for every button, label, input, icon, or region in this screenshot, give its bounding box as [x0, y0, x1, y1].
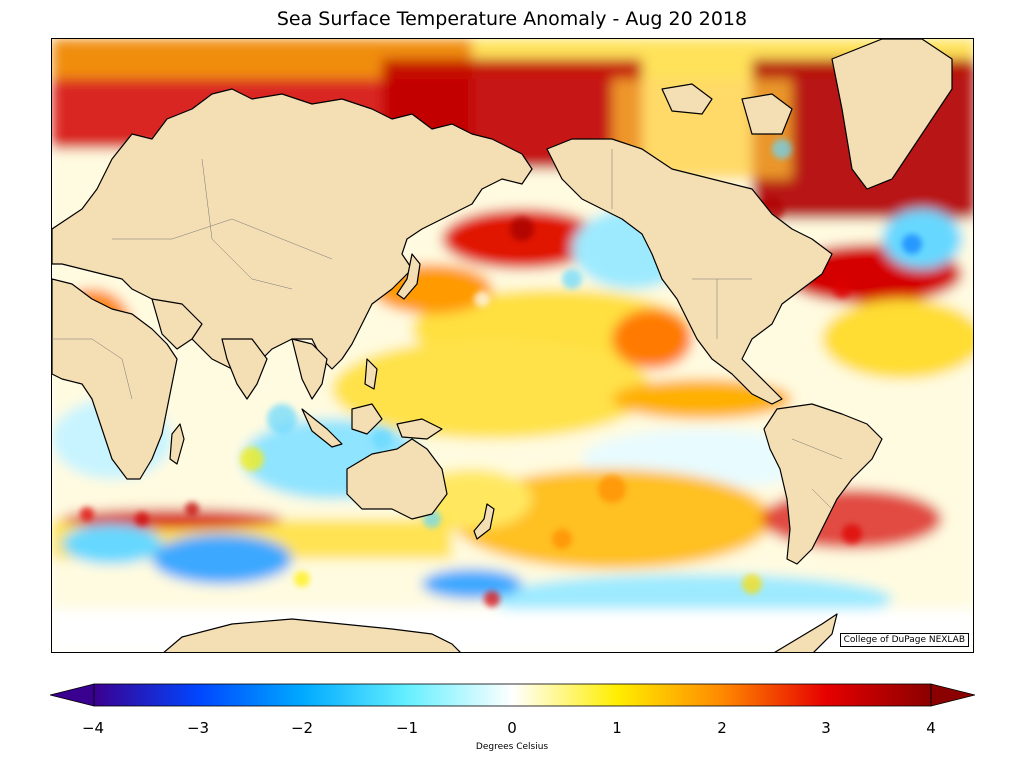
- colorbar: [50, 683, 975, 707]
- australia: [346, 438, 448, 520]
- india: [221, 338, 268, 400]
- colorbar-tick-label: 2: [717, 719, 727, 737]
- philippines: [364, 358, 378, 390]
- map-canvas: [52, 39, 973, 652]
- colorbar-tick-label: −1: [395, 719, 419, 737]
- japan: [396, 253, 421, 300]
- colorbar-label: Degrees Celsius: [475, 742, 549, 752]
- colorbar-tick-label: 4: [926, 719, 936, 737]
- antarctica: [163, 618, 461, 652]
- credit-label: College of DuPage NEXLAB: [839, 633, 969, 647]
- map-title: Sea Surface Temperature Anomaly - Aug 20…: [276, 8, 748, 30]
- greenland: [831, 39, 953, 190]
- madagascar: [169, 423, 185, 465]
- north-america: [546, 138, 833, 405]
- arabia: [151, 298, 203, 350]
- africa: [52, 278, 178, 480]
- land-masses: [52, 39, 953, 652]
- new-guinea: [396, 418, 443, 440]
- colorbar-tick-label: 3: [821, 719, 831, 737]
- colorbar-tick-label: 1: [612, 719, 622, 737]
- colorbar-gradient: [93, 683, 932, 707]
- colorbar-tick-label: −2: [290, 719, 314, 737]
- south-america: [763, 403, 883, 565]
- borneo: [351, 403, 383, 435]
- baffin: [741, 93, 793, 135]
- colorbar-tick-label: −4: [81, 719, 105, 737]
- canadian-islands: [661, 83, 713, 115]
- colorbar-max-extend: [930, 683, 975, 707]
- colorbar-tick-label: 0: [507, 719, 517, 737]
- indochina: [291, 338, 328, 400]
- antarctic-peninsula: [774, 613, 838, 652]
- country-borders: [52, 149, 843, 510]
- colorbar-min-extend: [50, 683, 95, 707]
- anomaly-speckle: [80, 139, 922, 607]
- sumatra: [301, 408, 343, 448]
- sst-anomaly-map: College of DuPage NEXLAB: [51, 38, 974, 653]
- new-zealand: [473, 503, 495, 540]
- colorbar-tick-label: −3: [186, 719, 210, 737]
